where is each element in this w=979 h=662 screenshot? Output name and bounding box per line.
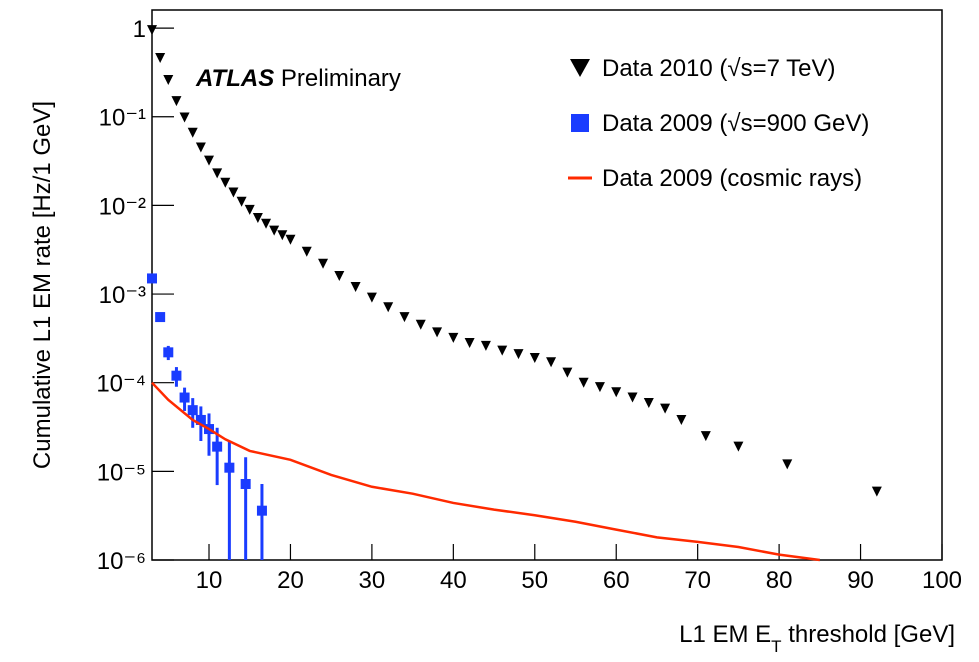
y-axis-label: Cumulative L1 EM rate [Hz/1 GeV] <box>29 101 56 469</box>
point <box>301 246 312 257</box>
point <box>627 392 638 403</box>
point <box>432 327 443 338</box>
annotation-text: Preliminary <box>281 65 401 92</box>
x-label-part: L1 EM E <box>679 621 771 648</box>
point <box>220 177 231 188</box>
point <box>155 52 166 63</box>
point <box>179 112 190 123</box>
point <box>529 352 540 363</box>
point <box>660 403 671 414</box>
point <box>195 414 206 425</box>
x-tick-label: 20 <box>277 567 304 594</box>
point <box>513 349 524 360</box>
point <box>204 155 215 166</box>
point <box>285 234 296 245</box>
x-label-sub: T <box>771 637 781 656</box>
plot-frame <box>151 9 943 561</box>
point <box>252 213 263 224</box>
point <box>244 204 255 215</box>
legend-label: Data 2009 (cosmic rays) <box>602 165 862 192</box>
y-tick-label: 10⁻⁴ <box>96 371 146 398</box>
x-tick-label: 70 <box>684 567 711 594</box>
x-tick-label: 10 <box>196 567 223 594</box>
point <box>546 357 557 368</box>
point <box>871 486 882 497</box>
line <box>151 381 820 562</box>
y-tick-label: 10⁻³ <box>99 282 146 309</box>
point <box>277 230 288 241</box>
y-tick-label: 10⁻² <box>99 193 146 220</box>
point <box>480 340 491 351</box>
x-tick-label: 90 <box>847 567 874 594</box>
y-tick-label: 10⁻¹ <box>99 105 146 132</box>
legend-marker <box>570 59 590 77</box>
point <box>155 312 166 323</box>
x-label-part: threshold [GeV] <box>782 621 955 648</box>
point <box>334 270 345 281</box>
point <box>448 332 459 343</box>
x-axis-label: L1 EM ET threshold [GeV] <box>679 621 955 656</box>
point <box>261 218 272 229</box>
point <box>171 370 182 381</box>
legend-label: Data 2009 (√s=900 GeV) <box>602 110 869 137</box>
point <box>269 225 280 236</box>
point <box>782 459 793 470</box>
point <box>399 312 410 323</box>
point <box>562 367 573 378</box>
point <box>700 431 711 442</box>
annotation: ATLAS Preliminary <box>195 65 401 92</box>
x-tick-label: 60 <box>603 567 630 594</box>
point <box>676 414 687 425</box>
point <box>195 142 206 153</box>
y-tick-label: 10⁻⁵ <box>97 459 146 486</box>
y-tick-label: 10⁻⁶ <box>97 548 146 575</box>
point <box>497 345 508 356</box>
point <box>212 168 223 179</box>
point <box>147 25 157 36</box>
point <box>611 387 622 398</box>
point <box>415 319 426 330</box>
experiment: ATLAS <box>195 65 274 92</box>
point <box>224 462 235 473</box>
x-tick-label: 40 <box>440 567 467 594</box>
point <box>318 258 329 269</box>
point <box>187 127 198 138</box>
point <box>464 338 475 349</box>
y-tick-label: 1 <box>133 16 146 43</box>
point <box>594 382 605 393</box>
x-tick-label: 50 <box>521 567 548 594</box>
point <box>187 405 198 416</box>
point <box>228 187 239 198</box>
point <box>171 96 182 107</box>
point <box>240 478 251 489</box>
point <box>383 302 394 313</box>
point <box>236 196 247 207</box>
legend-marker <box>571 114 589 132</box>
point <box>163 74 174 85</box>
point <box>256 505 267 516</box>
point <box>179 392 190 403</box>
point <box>366 292 377 303</box>
point <box>212 441 223 452</box>
x-tick-label: 80 <box>766 567 793 594</box>
point <box>350 282 361 293</box>
x-tick-label: 30 <box>359 567 386 594</box>
legend-label: Data 2010 (√s=7 TeV) <box>602 55 836 82</box>
point <box>733 441 744 452</box>
point <box>147 273 157 284</box>
point <box>163 347 174 358</box>
point <box>643 398 654 409</box>
x-tick-label: 100 <box>922 567 962 594</box>
point <box>578 377 589 388</box>
